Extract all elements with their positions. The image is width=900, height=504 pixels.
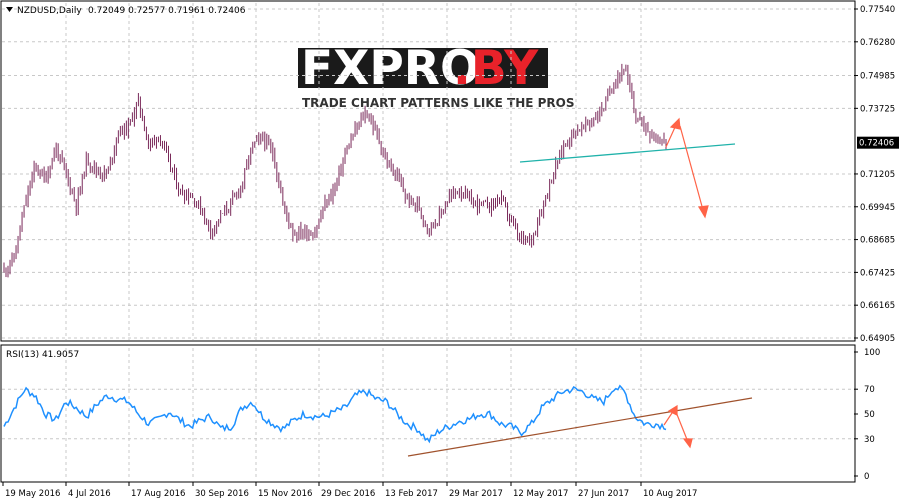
time-tick-label: 15 Nov 2016 <box>258 489 312 499</box>
price-tick-label: 0.67425 <box>860 268 895 278</box>
arrow-down-segment <box>679 125 704 211</box>
arrow-up-head <box>669 117 681 130</box>
rsi-arrows <box>663 404 693 449</box>
symbol-label: NZDUSD,Daily <box>17 6 82 16</box>
rsi-arrow-up-head <box>667 404 678 416</box>
rsi-tick-label: 100 <box>864 348 880 358</box>
candles-group <box>3 63 667 278</box>
rsi-series-line <box>3 384 667 444</box>
rsi-grid <box>2 348 854 480</box>
price-tick-label: 0.77540 <box>860 5 895 15</box>
rsi-tick-label: 30 <box>864 435 875 445</box>
price-tick-label: 0.69945 <box>860 203 895 213</box>
time-tick-label: 17 Aug 2016 <box>131 489 185 499</box>
time-tick-label: 10 Aug 2017 <box>643 489 697 499</box>
price-tick-label: 0.68685 <box>860 236 895 246</box>
price-tick-label: 0.71205 <box>860 170 895 180</box>
symbol-dropdown-icon[interactable] <box>6 7 13 12</box>
watermark-logo-1: FXPRO <box>301 41 480 96</box>
price-tick-label: 0.73725 <box>860 104 895 114</box>
current-price-label: 0.72406 <box>859 139 894 149</box>
price-axis: 0.77540 0.76280 0.74985 0.73725 0.72406 0.712… <box>854 5 899 344</box>
time-tick-label: 30 Sep 2016 <box>195 489 249 499</box>
watermark-bg <box>298 48 548 88</box>
rsi-tick-label: 0 <box>864 472 869 482</box>
rsi-tick-label: 70 <box>864 385 875 395</box>
rsi-arrow-down-segment <box>675 411 689 443</box>
arrow-up-segment <box>665 124 677 148</box>
main-frame <box>0 0 856 342</box>
time-tick-label: 29 Dec 2016 <box>321 489 375 499</box>
support-trendline <box>519 143 736 163</box>
watermark: FXPRO .BY TRADE CHART PATTERNS LIKE THE … <box>298 41 575 110</box>
time-tick-label: 29 Mar 2017 <box>449 489 503 499</box>
price-tick-label: 0.74985 <box>860 72 895 82</box>
main-grid <box>2 3 854 340</box>
ohlc-label: 0.72049 0.72577 0.71961 0.72406 <box>88 6 246 16</box>
price-tick-label: 0.76280 <box>860 38 895 48</box>
time-tick-label: 13 Feb 2017 <box>385 489 438 499</box>
price-tick-label: 0.64905 <box>860 334 895 344</box>
rsi-line-group <box>3 384 667 444</box>
rsi-label: RSI(13) 41.9057 <box>6 350 79 360</box>
rsi-tick-label: 50 <box>864 410 875 420</box>
price-tick-label: 0.66165 <box>860 301 895 311</box>
rsi-arrow-down-head <box>682 438 693 449</box>
watermark-tagline: TRADE CHART PATTERNS LIKE THE PROS <box>302 96 575 110</box>
watermark-logo-2: .BY <box>453 41 539 96</box>
time-axis: 19 May 2016 4 Jul 2016 17 Aug 2016 30 Sep 2… <box>2 482 697 499</box>
arrow-down-head <box>698 205 709 219</box>
current-price-box <box>857 136 899 149</box>
price-arrows <box>665 117 709 219</box>
rsi-trendline <box>407 397 753 457</box>
time-tick-label: 12 May 2017 <box>513 489 568 499</box>
rsi-frame <box>0 344 856 483</box>
rsi-axis: 100 70 50 30 0 <box>854 348 880 482</box>
time-tick-label: 27 Jun 2017 <box>578 489 629 499</box>
time-tick-label: 19 May 2016 <box>5 489 60 499</box>
time-tick-label: 4 Jul 2016 <box>68 489 111 499</box>
